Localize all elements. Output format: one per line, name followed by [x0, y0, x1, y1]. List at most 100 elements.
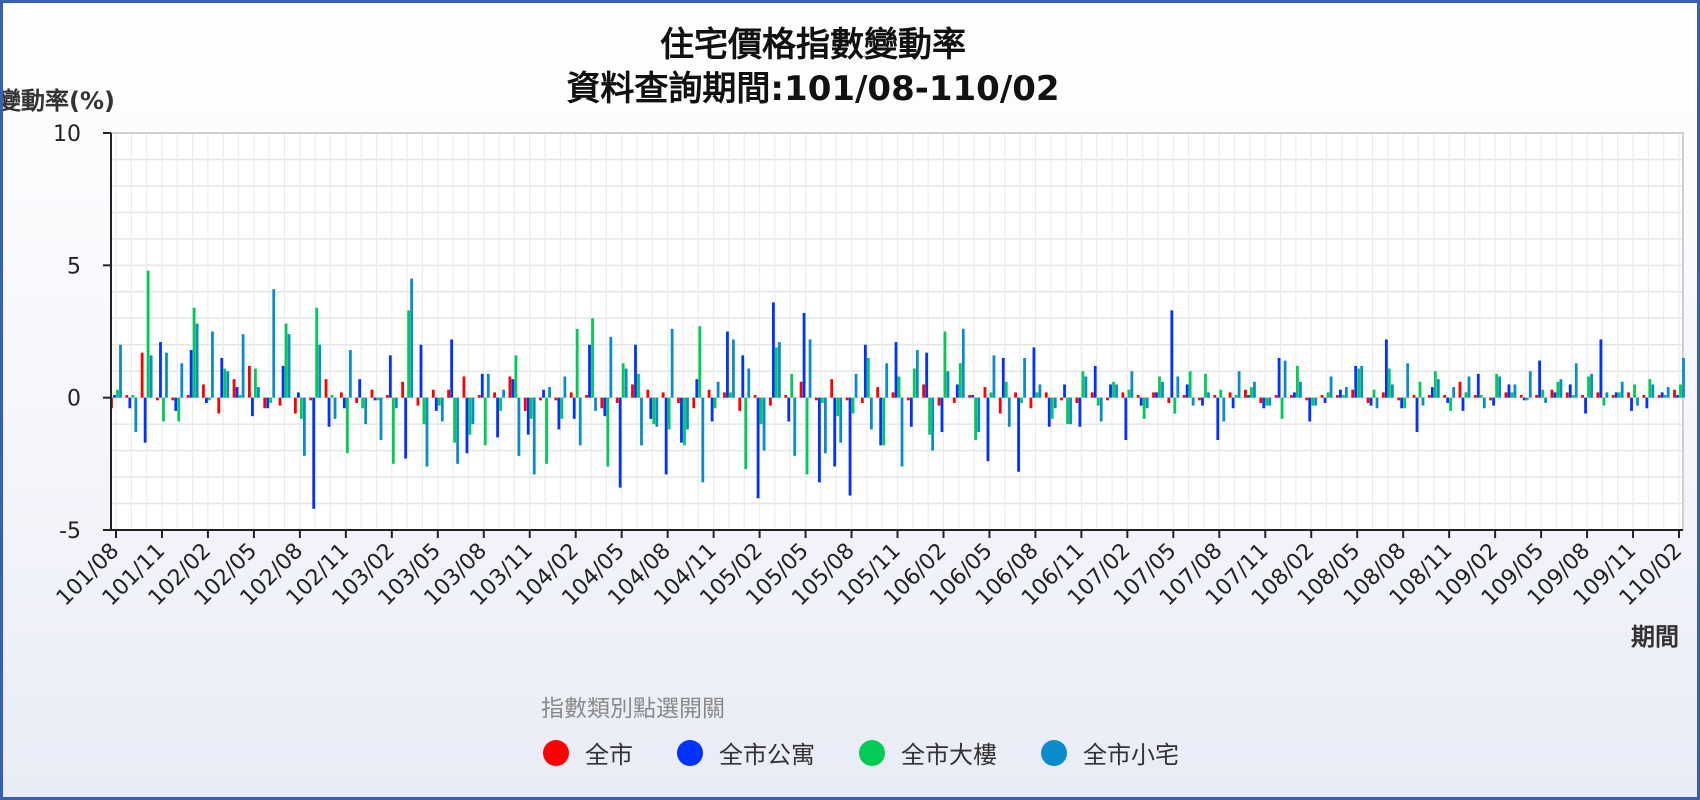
bar-1 — [1673, 389, 1676, 398]
bar-3 — [437, 397, 441, 406]
bar-2 — [1599, 339, 1603, 398]
bar-2 — [1338, 389, 1342, 398]
bar-2 — [266, 397, 270, 409]
bar-4 — [532, 397, 536, 475]
bar-4 — [670, 328, 674, 398]
bar-1 — [891, 392, 895, 398]
bar-2 — [634, 344, 637, 398]
bar-4 — [885, 363, 889, 398]
bar-2 — [848, 397, 852, 496]
bar-4 — [1069, 397, 1072, 425]
bar-2 — [894, 342, 898, 398]
bar-4 — [548, 387, 551, 398]
bar-2 — [1676, 395, 1679, 398]
bar-2 — [664, 397, 668, 475]
bar-1 — [171, 397, 175, 401]
bar-1 — [293, 397, 297, 414]
grid — [110, 132, 1684, 531]
bar-4 — [1666, 387, 1670, 398]
bar-4 — [1406, 363, 1410, 398]
bar-3 — [1142, 397, 1146, 419]
bar-2 — [419, 344, 423, 398]
bar-4 — [961, 328, 965, 398]
bar-3 — [162, 397, 165, 422]
bar-1 — [1596, 392, 1600, 398]
bar-4 — [1344, 387, 1348, 398]
bar-3 — [1219, 389, 1223, 398]
bar-3 — [1250, 387, 1253, 398]
bar-2 — [1247, 395, 1250, 398]
bar-1 — [263, 397, 267, 409]
bar-1 — [1519, 395, 1523, 398]
bar-1 — [1167, 397, 1171, 403]
bar-2 — [986, 397, 990, 462]
bar-3 — [254, 368, 257, 398]
legend-item-apartment[interactable]: 全市公寓 — [677, 735, 815, 770]
bar-2 — [1660, 392, 1664, 398]
bar-3 — [974, 397, 978, 441]
bar-2 — [1614, 392, 1618, 398]
legend-label: 全市小宅 — [1083, 741, 1179, 769]
bar-2 — [542, 389, 545, 398]
bar-2 — [1384, 339, 1388, 398]
bar-1 — [508, 376, 512, 398]
bar-3 — [1020, 397, 1023, 403]
bar-2 — [817, 397, 821, 483]
bar-1 — [998, 397, 1002, 414]
bar-4 — [1559, 379, 1563, 398]
bar-3 — [1265, 397, 1269, 406]
legend-item-all[interactable]: 全市 — [543, 735, 633, 770]
bar-4 — [1651, 384, 1655, 398]
bar-2 — [1461, 397, 1465, 411]
bar-2 — [1630, 397, 1633, 411]
bar-4 — [1421, 397, 1425, 406]
bar-1 — [1320, 395, 1324, 398]
bar-4 — [425, 397, 429, 467]
bar-1 — [1381, 392, 1385, 398]
bar-1 — [830, 379, 834, 398]
bar-4 — [946, 371, 950, 398]
bar-4 — [1084, 376, 1088, 398]
bar-4 — [762, 397, 766, 451]
bar-4 — [517, 397, 521, 456]
bar-3 — [177, 397, 181, 422]
bar-3 — [1679, 384, 1682, 398]
bar-3 — [652, 397, 656, 425]
bar-1 — [1473, 395, 1477, 398]
bar-3 — [146, 270, 150, 398]
bar-2 — [863, 344, 867, 398]
bar-2 — [557, 397, 561, 430]
bar-3 — [315, 307, 319, 398]
bar-3 — [1633, 384, 1636, 398]
bar-1 — [554, 397, 558, 401]
bar-4 — [486, 373, 490, 398]
bar-4 — [915, 350, 919, 398]
bar-3 — [1296, 365, 1299, 398]
bar-3 — [591, 318, 594, 398]
bar-2 — [1369, 397, 1373, 406]
bar-1 — [738, 397, 742, 411]
bar-2 — [879, 397, 883, 446]
bar-2 — [802, 312, 806, 398]
bar-4 — [1390, 384, 1394, 398]
bar-4 — [364, 397, 368, 425]
legend-label: 全市 — [585, 741, 633, 769]
bar-1 — [1198, 397, 1201, 401]
legend-item-small-unit[interactable]: 全市小宅 — [1041, 735, 1179, 770]
bar-4 — [900, 397, 904, 467]
bar-4 — [1207, 392, 1210, 398]
bar-3 — [713, 397, 717, 409]
bar-2 — [113, 395, 116, 398]
bar-3 — [1372, 389, 1376, 398]
bar-4 — [655, 397, 659, 427]
bar-1 — [477, 395, 481, 398]
bar-4 — [502, 389, 505, 398]
bar-4 — [1007, 397, 1011, 427]
bar-4 — [119, 344, 122, 398]
bar-1 — [401, 381, 405, 398]
bar-3 — [1096, 397, 1100, 406]
legend-item-building[interactable]: 全市大樓 — [859, 735, 997, 770]
bar-2 — [1201, 397, 1204, 406]
bar-2 — [940, 397, 944, 433]
bar-1 — [462, 376, 466, 398]
